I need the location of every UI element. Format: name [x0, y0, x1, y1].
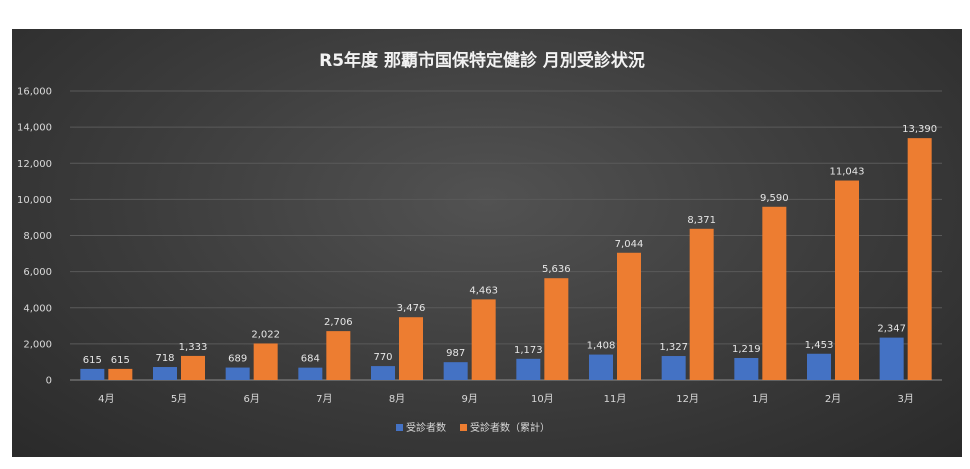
x-tick-label: 9月	[461, 393, 477, 405]
data-label: 1,173	[514, 345, 543, 356]
data-label: 689	[228, 354, 247, 365]
bar-monthly	[443, 362, 468, 380]
legend-label: 受診者数（累計）	[470, 421, 550, 434]
bar-cumulative	[907, 138, 932, 380]
x-tick-label: 3月	[897, 393, 913, 405]
x-tick-label: 5月	[171, 393, 187, 405]
bar-monthly	[371, 366, 395, 380]
x-tick-label: 10月	[531, 393, 554, 405]
legend-swatch	[396, 424, 403, 431]
bar-monthly	[80, 368, 105, 380]
bar-monthly	[734, 357, 759, 380]
y-tick-label: 10,000	[17, 195, 52, 206]
y-tick-label: 12,000	[17, 159, 52, 170]
chart-area: R5年度 那覇市国保特定健診 月別受診状況 0 2,000 4,000 6,000 8,…	[12, 29, 962, 457]
data-label: 4,463	[469, 285, 498, 296]
x-tick-label: 11月	[604, 393, 627, 405]
data-label: 1,453	[805, 340, 834, 351]
x-tick-label: 1月	[752, 393, 768, 405]
bar-cumulative	[689, 228, 714, 380]
data-label: 615	[83, 355, 102, 366]
bar-cumulative	[181, 355, 205, 380]
data-label: 13,390	[902, 124, 937, 135]
data-label: 7,044	[615, 239, 644, 250]
bar-monthly	[661, 356, 686, 380]
y-tick-label: 6,000	[23, 267, 52, 278]
y-tick-label: 16,000	[17, 87, 52, 98]
y-tick-label: 4,000	[23, 303, 52, 314]
data-label: 615	[111, 355, 130, 366]
legend-label: 受診者数	[406, 421, 446, 434]
bar-cumulative	[326, 331, 351, 380]
y-tick-label: 14,000	[17, 123, 52, 134]
bar-cumulative	[471, 299, 496, 380]
data-label: 1,219	[732, 344, 761, 355]
chart-title: R5年度 那覇市国保特定健診 月別受診状況	[319, 50, 645, 71]
x-tick-label: 2月	[825, 393, 841, 405]
data-label: 987	[446, 348, 465, 359]
data-label: 1,327	[659, 342, 688, 353]
data-label: 9,590	[760, 193, 789, 204]
legend-swatch	[460, 424, 467, 431]
data-label: 1,333	[179, 342, 208, 353]
bar-monthly	[879, 337, 904, 380]
data-label: 718	[155, 353, 174, 364]
bar-cumulative	[544, 278, 569, 380]
bar-monthly	[807, 353, 831, 380]
bar-cumulative	[108, 368, 133, 380]
y-tick-label: 0	[46, 376, 52, 387]
data-label: 1,408	[587, 341, 616, 352]
x-tick-label: 4月	[98, 393, 114, 405]
data-label: 2,022	[251, 329, 280, 340]
bar-cumulative	[617, 252, 641, 380]
data-label: 5,636	[542, 264, 571, 275]
x-tick-label: 7月	[316, 393, 332, 405]
data-label: 684	[301, 354, 320, 365]
bar-cumulative	[253, 343, 278, 380]
bar-cumulative	[835, 180, 859, 380]
data-label: 2,706	[324, 317, 353, 328]
data-label: 3,476	[397, 303, 426, 314]
bar-cumulative	[762, 206, 787, 380]
bar-cumulative	[399, 317, 423, 380]
data-label: 8,371	[687, 215, 716, 226]
data-label: 11,043	[830, 167, 865, 178]
data-label: 770	[373, 352, 392, 363]
bar-monthly	[516, 358, 541, 380]
x-tick-label: 6月	[243, 393, 259, 405]
data-label: 2,347	[877, 324, 906, 335]
bar-chart: R5年度 那覇市国保特定健診 月別受診状況 0 2,000 4,000 6,000 8,…	[17, 50, 942, 434]
bar-monthly	[589, 354, 613, 380]
x-tick-label: 8月	[389, 393, 405, 405]
bar-monthly	[298, 367, 323, 380]
bar-monthly	[225, 367, 250, 380]
bar-monthly	[153, 367, 177, 380]
y-tick-label: 2,000	[23, 339, 52, 350]
y-tick-label: 8,000	[23, 231, 52, 242]
x-tick-label: 12月	[676, 393, 699, 405]
